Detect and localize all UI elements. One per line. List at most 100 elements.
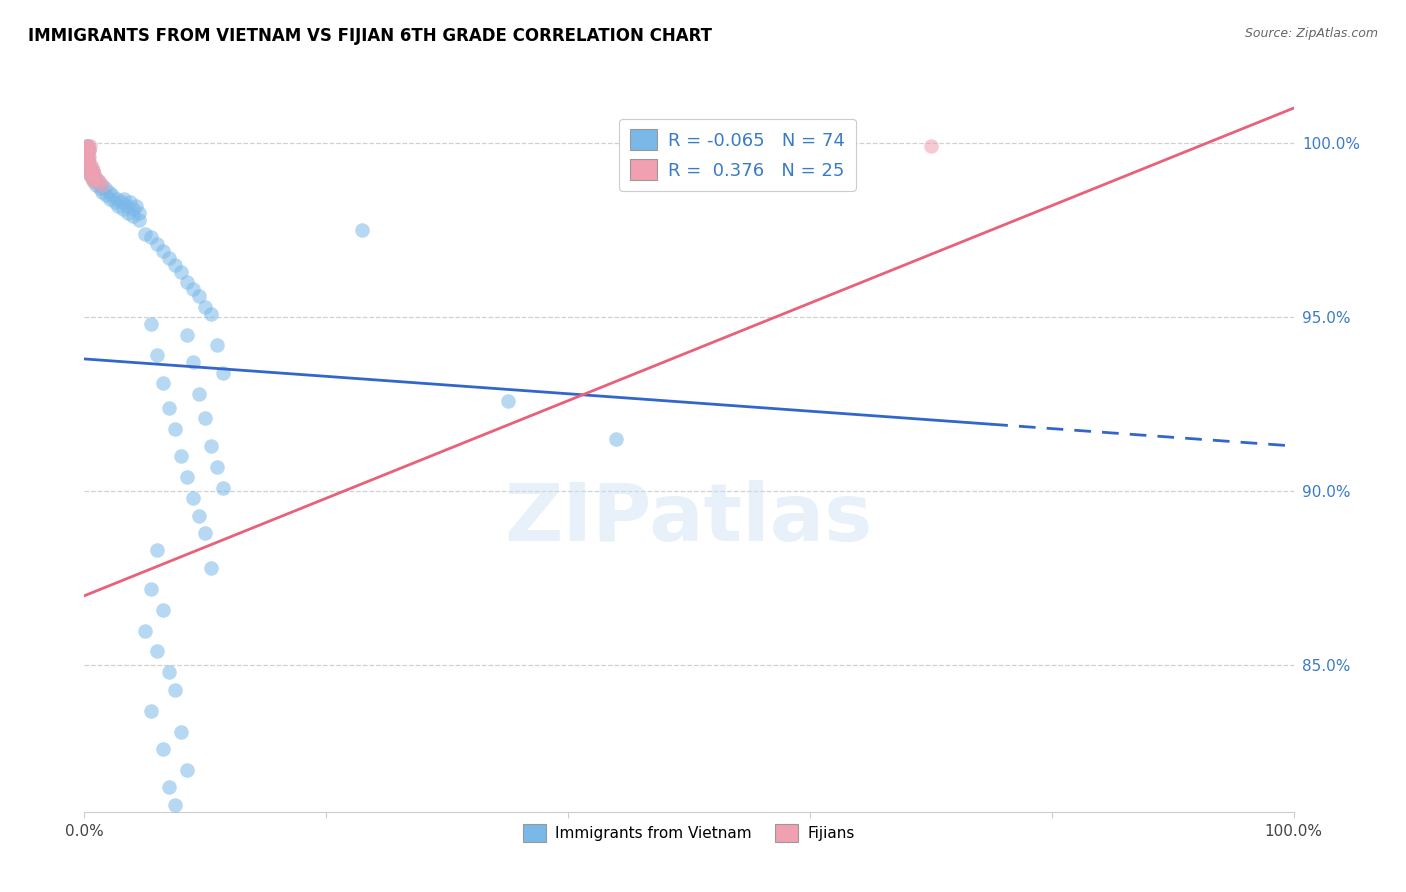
- Point: [139, 230, 162, 244]
- Point: [75, 150, 97, 164]
- Point: [76, 157, 98, 171]
- Point: [112, 192, 135, 206]
- Point: [170, 724, 193, 739]
- Point: [80, 167, 103, 181]
- Point: [89, 181, 111, 195]
- Point: [79, 167, 101, 181]
- Point: [77, 164, 100, 178]
- Point: [146, 543, 169, 558]
- Point: [75, 153, 97, 168]
- Point: [91, 178, 114, 192]
- Point: [170, 450, 193, 464]
- Point: [152, 742, 174, 756]
- Point: [188, 508, 211, 523]
- Point: [117, 205, 139, 219]
- Legend: Immigrants from Vietnam, Fijians: Immigrants from Vietnam, Fijians: [517, 818, 860, 848]
- Point: [80, 161, 103, 175]
- Point: [91, 185, 114, 199]
- Point: [212, 366, 235, 380]
- Point: [101, 188, 124, 202]
- Point: [75, 143, 97, 157]
- Point: [139, 704, 162, 718]
- Point: [76, 150, 98, 164]
- Point: [80, 170, 103, 185]
- Point: [94, 188, 117, 202]
- Point: [207, 338, 229, 352]
- Point: [152, 376, 174, 391]
- Point: [82, 164, 104, 178]
- Point: [165, 258, 187, 272]
- Point: [82, 174, 104, 188]
- Point: [76, 161, 98, 175]
- Point: [76, 157, 98, 171]
- Point: [176, 763, 198, 777]
- Point: [77, 139, 100, 153]
- Point: [115, 199, 138, 213]
- Point: [200, 439, 222, 453]
- Point: [181, 491, 204, 506]
- Point: [76, 143, 98, 157]
- Point: [76, 150, 98, 164]
- Point: [605, 432, 627, 446]
- Point: [212, 481, 235, 495]
- Point: [77, 157, 100, 171]
- Point: [157, 665, 180, 680]
- Point: [176, 470, 198, 484]
- Point: [125, 199, 148, 213]
- Point: [77, 150, 100, 164]
- Point: [97, 185, 120, 199]
- Point: [75, 161, 97, 175]
- Point: [194, 526, 217, 541]
- Point: [83, 167, 105, 181]
- Point: [157, 780, 180, 795]
- Point: [134, 624, 156, 638]
- Point: [194, 300, 217, 314]
- Point: [188, 289, 211, 303]
- Point: [128, 205, 150, 219]
- Point: [128, 212, 150, 227]
- Point: [84, 170, 107, 185]
- Point: [111, 195, 134, 210]
- Point: [139, 582, 162, 596]
- Point: [79, 161, 101, 175]
- Point: [165, 797, 187, 812]
- Point: [139, 317, 162, 331]
- Text: ZIPatlas: ZIPatlas: [505, 480, 873, 558]
- Point: [77, 164, 100, 178]
- Point: [75, 157, 97, 171]
- Point: [87, 174, 110, 188]
- Point: [170, 265, 193, 279]
- Point: [496, 393, 519, 408]
- Point: [152, 244, 174, 258]
- Point: [146, 348, 169, 362]
- Point: [77, 161, 100, 175]
- Point: [165, 421, 187, 435]
- Point: [82, 164, 104, 178]
- Point: [79, 157, 101, 171]
- Point: [181, 355, 204, 369]
- Point: [98, 192, 121, 206]
- Point: [352, 223, 374, 237]
- Point: [75, 153, 97, 168]
- Text: Source: ZipAtlas.com: Source: ZipAtlas.com: [1244, 27, 1378, 40]
- Point: [75, 146, 97, 161]
- Point: [157, 251, 180, 265]
- Point: [76, 146, 98, 161]
- Point: [105, 192, 128, 206]
- Point: [77, 139, 100, 153]
- Point: [86, 174, 108, 188]
- Point: [79, 139, 101, 153]
- Point: [112, 202, 135, 216]
- Point: [86, 170, 108, 185]
- Point: [152, 603, 174, 617]
- Point: [75, 139, 97, 153]
- Point: [121, 209, 143, 223]
- Point: [207, 459, 229, 474]
- Point: [176, 275, 198, 289]
- Point: [80, 170, 103, 185]
- Point: [146, 237, 169, 252]
- Point: [920, 139, 942, 153]
- Point: [83, 174, 105, 188]
- Point: [134, 227, 156, 241]
- Point: [76, 139, 98, 153]
